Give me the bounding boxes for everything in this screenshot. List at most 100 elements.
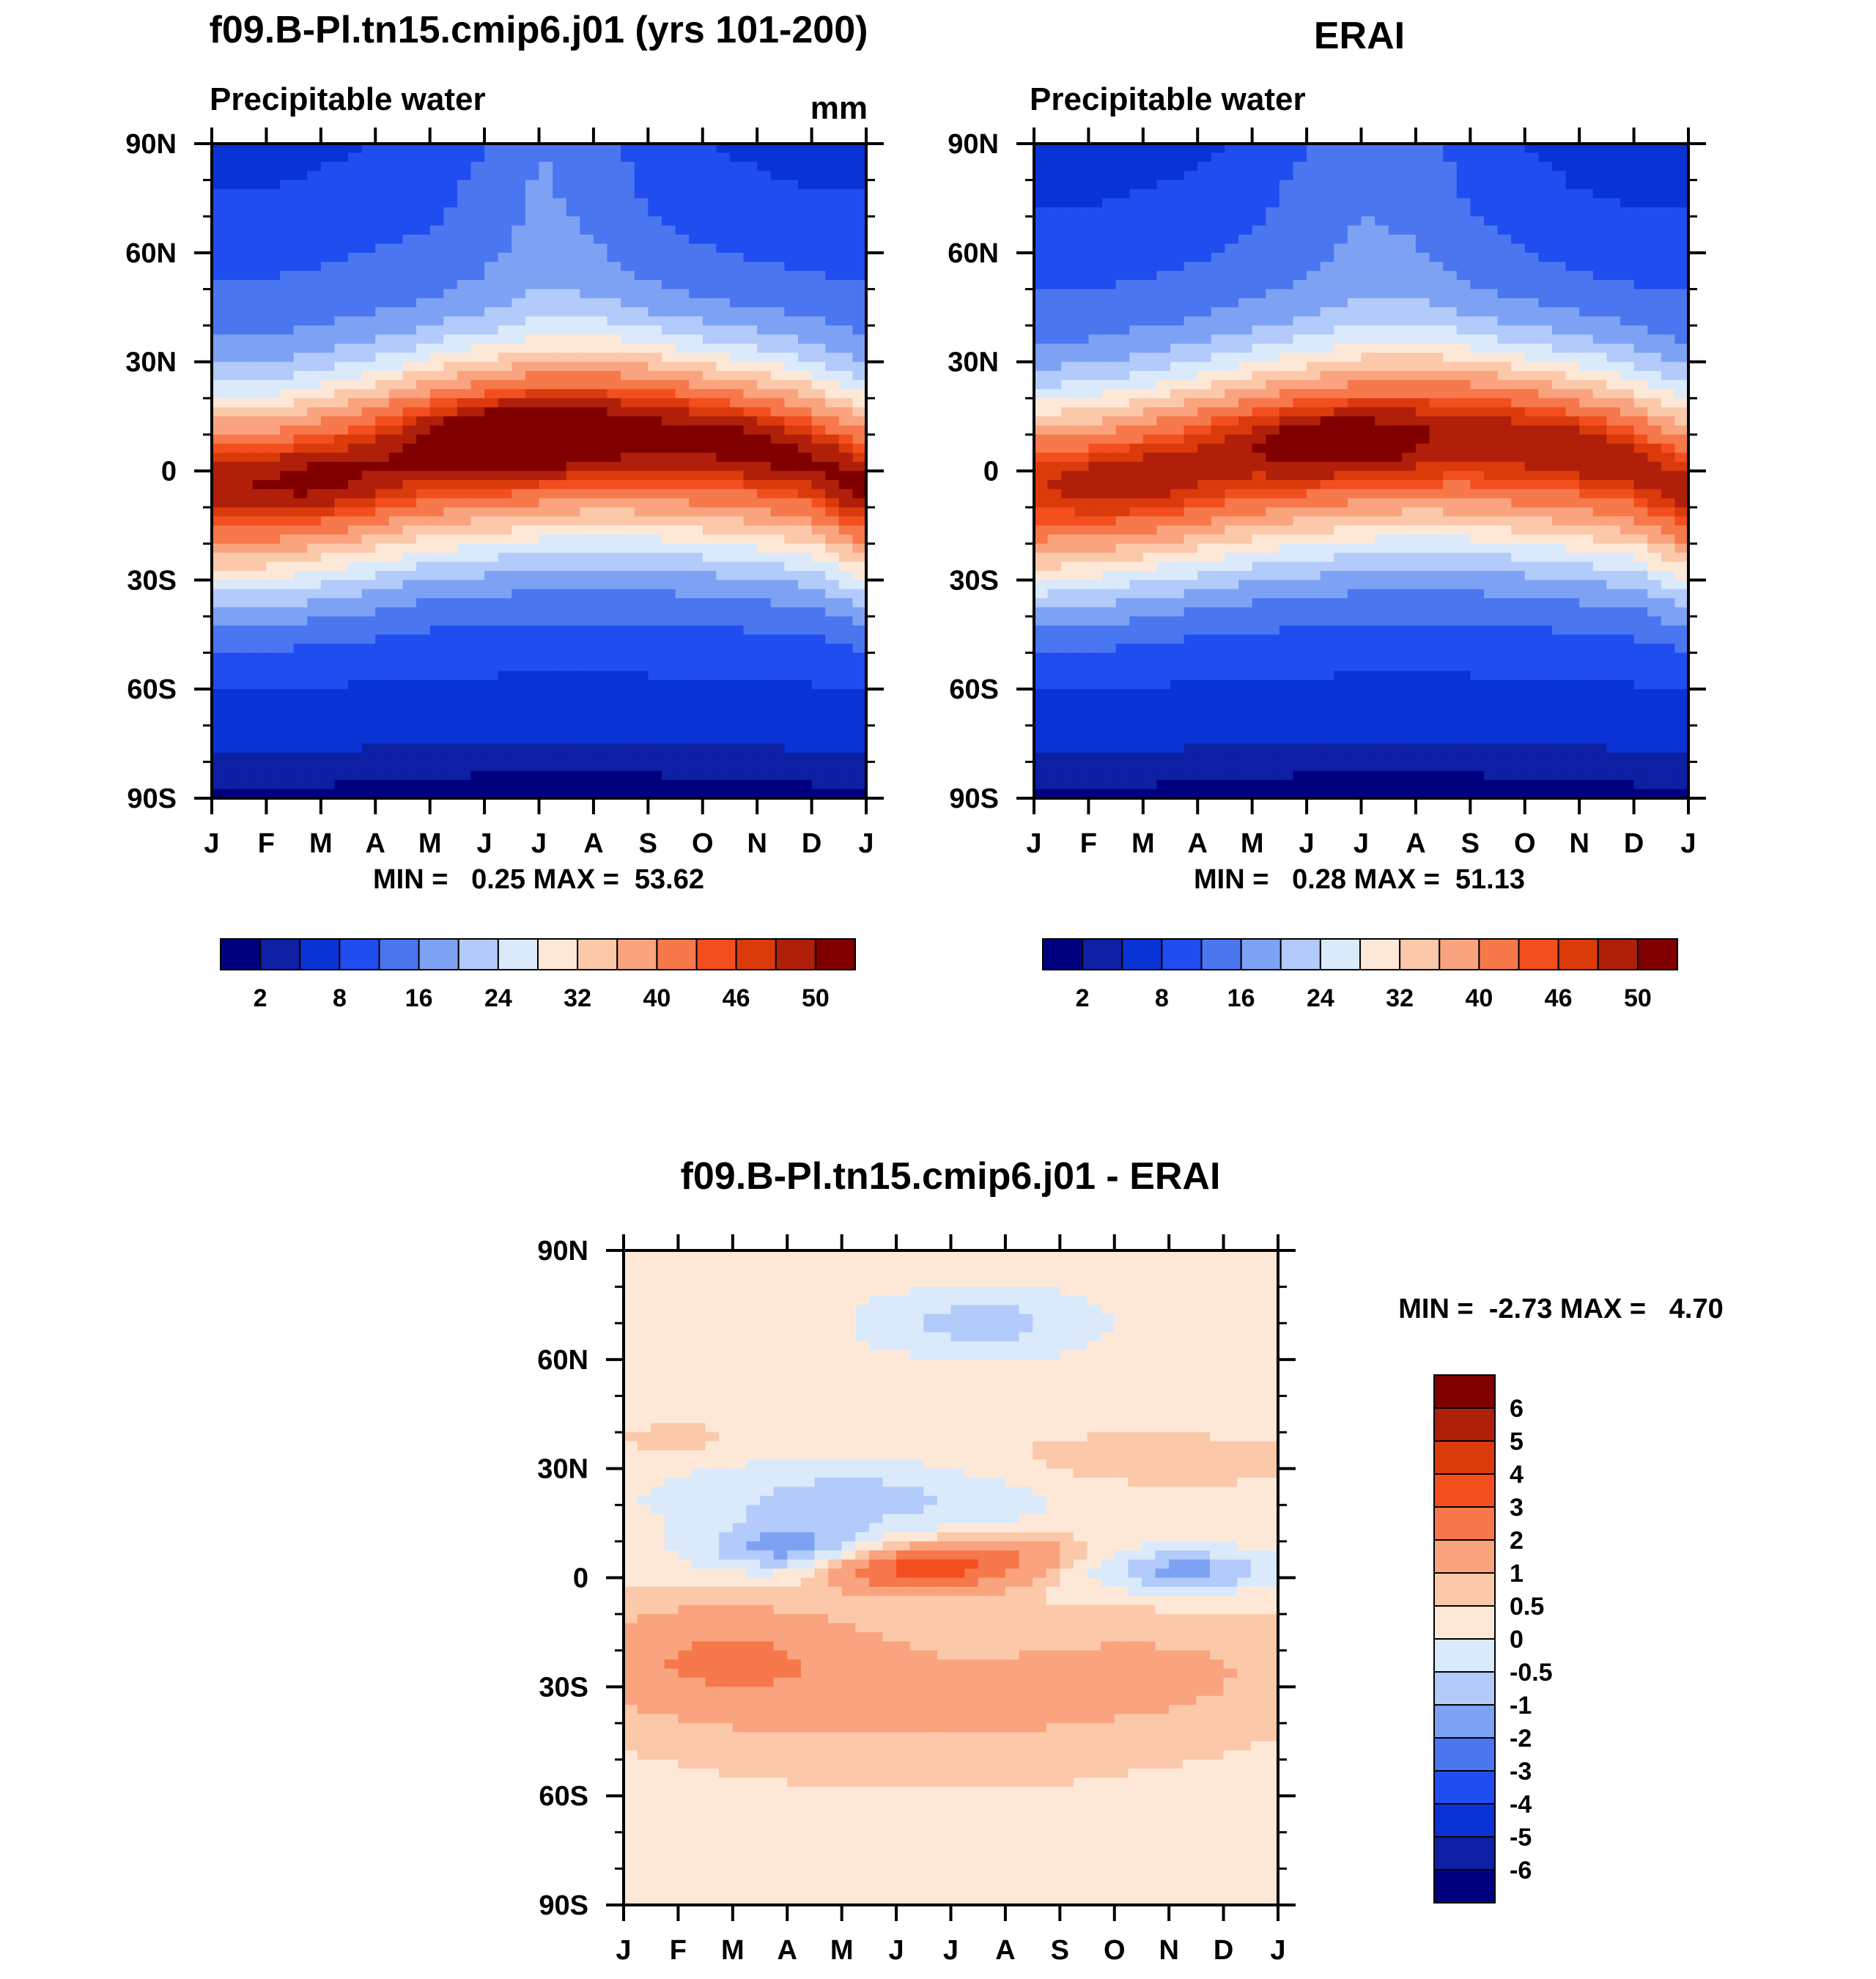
obs-grid-cell bbox=[1156, 343, 1171, 354]
obs-grid-cell bbox=[1375, 152, 1389, 163]
model-grid-cell bbox=[307, 416, 322, 427]
model-grid-cell bbox=[729, 725, 745, 735]
model-grid-cell bbox=[852, 198, 866, 208]
obs-grid-cell bbox=[1307, 289, 1321, 299]
obs-grid-cell bbox=[1183, 252, 1199, 263]
model-grid-cell bbox=[757, 434, 772, 445]
obs-grid-cell bbox=[1456, 225, 1471, 235]
model-grid-cell bbox=[252, 462, 267, 472]
model-grid-cell bbox=[388, 452, 404, 462]
model-grid-cell bbox=[784, 479, 799, 490]
model-grid-cell bbox=[797, 661, 813, 672]
model-grid-cell bbox=[621, 425, 635, 435]
model-grid-cell bbox=[661, 671, 676, 681]
model-grid-cell bbox=[334, 743, 349, 753]
model-grid-cell bbox=[675, 471, 690, 481]
model-grid-cell bbox=[252, 280, 267, 290]
model-grid-cell bbox=[443, 471, 458, 481]
model-grid-cell bbox=[757, 462, 772, 472]
model-grid-cell bbox=[429, 507, 445, 517]
model-grid-cell bbox=[743, 498, 758, 508]
model-grid-cell bbox=[375, 371, 390, 381]
model-grid-cell bbox=[702, 298, 717, 309]
model-grid-cell bbox=[593, 644, 608, 654]
model-grid-cell bbox=[334, 780, 349, 790]
obs-grid-cell bbox=[1674, 198, 1688, 208]
obs-grid-cell bbox=[1197, 388, 1212, 399]
obs-grid-cell bbox=[1225, 189, 1239, 199]
model-grid-cell bbox=[361, 298, 377, 309]
model-grid-cell bbox=[607, 198, 621, 208]
model-grid-cell bbox=[266, 543, 281, 553]
obs-grid-cell bbox=[1429, 161, 1444, 172]
obs-grid-cell bbox=[1170, 225, 1185, 235]
model-grid-cell bbox=[484, 743, 499, 753]
model-grid-cell bbox=[266, 734, 281, 745]
model-grid-cell bbox=[525, 698, 540, 708]
model-grid-cell bbox=[743, 716, 758, 726]
model-grid-cell bbox=[361, 625, 377, 635]
model-grid-cell bbox=[498, 534, 513, 545]
model-grid-cell bbox=[225, 398, 240, 408]
model-grid-cell bbox=[402, 716, 417, 726]
model-grid-cell bbox=[334, 316, 349, 326]
model-grid-cell bbox=[634, 516, 649, 526]
model-grid-cell bbox=[539, 280, 553, 290]
obs-grid-cell bbox=[1443, 398, 1458, 408]
obs-grid-cell bbox=[1293, 216, 1307, 226]
model-grid-cell bbox=[661, 589, 676, 599]
model-grid-cell bbox=[621, 380, 635, 390]
model-grid-cell bbox=[825, 407, 840, 417]
model-grid-cell bbox=[648, 198, 662, 208]
obs-grid-cell bbox=[1047, 225, 1062, 235]
obs-grid-cell bbox=[1088, 398, 1103, 408]
model-grid-cell bbox=[784, 443, 799, 454]
model-grid-cell bbox=[675, 762, 690, 772]
obs-grid-cell bbox=[1320, 243, 1335, 254]
model-grid-cell bbox=[852, 743, 866, 753]
model-grid-cell bbox=[512, 561, 526, 572]
obs-grid-cell bbox=[1497, 144, 1512, 154]
obs-grid-cell bbox=[1633, 189, 1648, 199]
obs-grid-cell bbox=[1266, 316, 1280, 326]
model-grid-cell bbox=[525, 716, 540, 726]
obs-grid-cell bbox=[1115, 198, 1131, 208]
obs-grid-cell bbox=[1197, 325, 1212, 336]
obs-grid-cell bbox=[1197, 152, 1212, 163]
model-grid-cell bbox=[689, 479, 704, 490]
model-grid-cell bbox=[239, 380, 254, 390]
obs-grid-cell bbox=[1225, 361, 1239, 372]
obs-grid-cell bbox=[1142, 207, 1158, 218]
model-grid-cell bbox=[470, 625, 485, 635]
model-grid-cell bbox=[252, 534, 267, 545]
obs-grid-cell bbox=[1674, 343, 1688, 354]
model-grid-cell bbox=[443, 498, 458, 508]
model-grid-cell bbox=[470, 361, 485, 372]
obs-grid-cell bbox=[1497, 398, 1512, 408]
model-grid-cell bbox=[743, 334, 758, 344]
model-grid-cell bbox=[702, 479, 717, 490]
model-grid-cell bbox=[470, 416, 485, 427]
model-grid-cell bbox=[334, 534, 349, 545]
model-colorbar-box bbox=[259, 938, 301, 970]
model-grid-cell bbox=[770, 498, 786, 508]
model-grid-cell bbox=[470, 270, 485, 281]
model-grid-cell bbox=[825, 152, 840, 163]
obs-grid-cell bbox=[1674, 161, 1688, 172]
model-grid-cell bbox=[553, 262, 567, 272]
obs-grid-cell bbox=[1320, 207, 1335, 218]
model-grid-cell bbox=[416, 316, 431, 326]
model-grid-cell bbox=[634, 752, 649, 763]
model-grid-cell bbox=[607, 616, 621, 627]
model-grid-cell bbox=[470, 334, 485, 344]
obs-grid-cell bbox=[1388, 270, 1403, 281]
obs-grid-cell bbox=[1102, 243, 1117, 254]
obs-grid-cell bbox=[1320, 189, 1335, 199]
model-grid-cell bbox=[239, 307, 254, 317]
model-grid-cell bbox=[729, 661, 745, 672]
model-grid-cell bbox=[689, 371, 704, 381]
obs-grid-cell bbox=[1238, 380, 1253, 390]
model-grid-cell bbox=[375, 570, 390, 581]
model-grid-cell bbox=[675, 361, 690, 372]
obs-grid-cell bbox=[1293, 388, 1307, 399]
